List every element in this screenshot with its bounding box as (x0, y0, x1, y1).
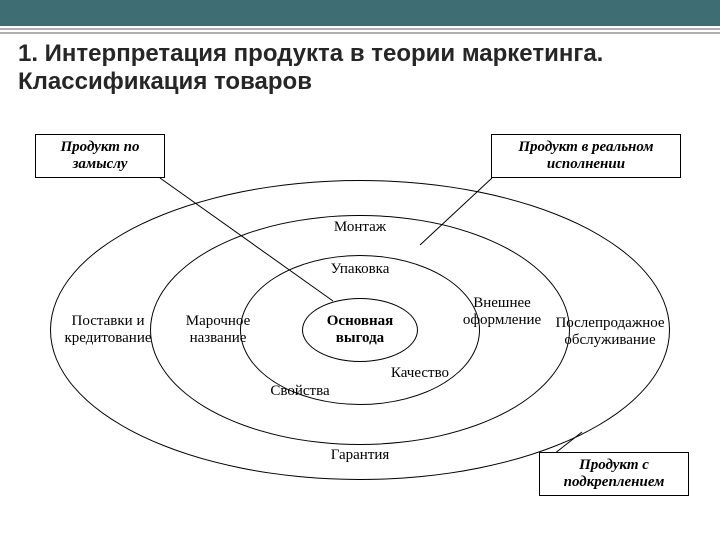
connector-0 (160, 178, 333, 301)
box-augmented: Продукт с подкреплением (539, 452, 689, 496)
header-line-2 (0, 32, 720, 34)
box-conception: Продукт по замыслу (35, 134, 165, 178)
box-real: Продукт в реальном исполнении (491, 134, 681, 178)
header-line-1 (0, 28, 720, 30)
page-title: 1. Интерпретация продукта в теории марке… (18, 40, 702, 96)
connector-1 (420, 178, 492, 245)
header-band (0, 0, 720, 26)
product-levels-diagram: Основная выгодаУпаковкаМарочное название… (0, 140, 720, 520)
